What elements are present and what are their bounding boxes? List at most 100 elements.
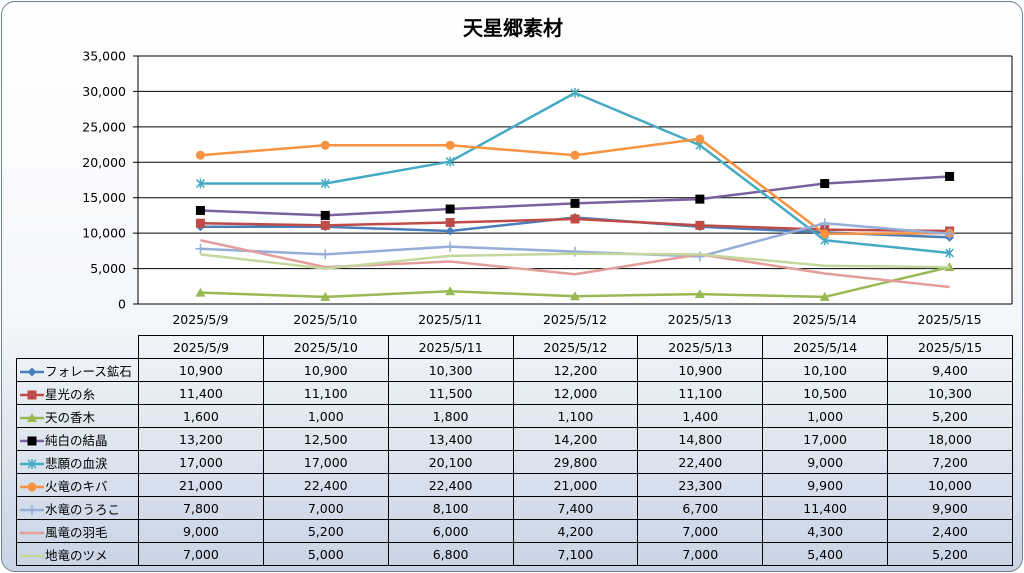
table-value-cell: 9,000 <box>762 450 889 474</box>
table-value-cell: 10,900 <box>262 358 389 382</box>
legend-marker <box>27 390 37 400</box>
series-name-cell: 火竜のキバ <box>16 473 139 497</box>
series-name: 風竜の羽毛 <box>45 524 108 540</box>
series-line <box>200 239 950 289</box>
table-row: 地竜のツメ 7,000 5,000 6,800 7,100 7,000 5,400 5,200 <box>16 542 1013 566</box>
series-line <box>200 252 950 270</box>
table-value-cell: 10,500 <box>762 381 889 405</box>
data-point <box>320 249 331 260</box>
data-point <box>820 179 830 189</box>
table-value-cell: 7,100 <box>512 542 639 566</box>
table-value-cell: 23,300 <box>637 473 764 497</box>
series-name: 星光の糸 <box>45 386 96 402</box>
table-value-cell: 10,300 <box>387 358 514 382</box>
table-header-cell: 2025/5/12 <box>512 335 639 359</box>
table-header-cell: 2025/5/14 <box>762 335 889 359</box>
table-value-cell: 17,000 <box>262 450 389 474</box>
data-point <box>195 287 206 297</box>
table-value-cell: 22,400 <box>387 473 514 497</box>
legend-key <box>20 554 44 558</box>
series-name: 純白の結晶 <box>45 432 108 448</box>
legend-marker <box>27 459 37 469</box>
data-point <box>195 178 205 189</box>
table-value-cell: 1,100 <box>512 404 639 428</box>
data-point <box>945 171 955 181</box>
table-row: 純白の結晶 13,200 12,500 13,400 14,200 14,800 17,00… <box>16 427 1013 451</box>
table-value-cell: 6,700 <box>637 496 764 520</box>
data-point <box>195 218 205 228</box>
x-tick-label: 2025/5/10 <box>293 312 357 327</box>
series-純白の結晶 <box>195 171 955 220</box>
table-value-cell: 22,400 <box>262 473 389 497</box>
table-value-cell: 4,300 <box>762 519 889 543</box>
table-value-cell: 7,800 <box>138 496 264 520</box>
series-name: 水竜のうろこ <box>45 501 121 517</box>
legend-marker <box>27 436 37 446</box>
table-value-cell: 18,000 <box>887 427 1013 451</box>
table-value-cell: 5,400 <box>762 542 889 566</box>
table-value-cell: 13,200 <box>138 427 264 451</box>
table-value-cell: 5,200 <box>887 404 1013 428</box>
legend-key <box>20 482 44 492</box>
data-point <box>570 198 580 208</box>
table-value-cell: 4,200 <box>512 519 639 543</box>
table-value-cell: 1,600 <box>138 404 264 428</box>
series-name-cell: 地竜のツメ <box>16 542 139 566</box>
table-header-cell: 2025/5/15 <box>887 335 1013 359</box>
y-tick-label: 20,000 <box>82 155 126 170</box>
series-水竜のうろこ <box>195 218 955 262</box>
data-point <box>570 291 580 301</box>
table-value-cell: 10,900 <box>637 358 764 382</box>
table-value-cell: 7,000 <box>262 496 389 520</box>
series-name: フォレース鉱石 <box>45 363 132 379</box>
table-row: 火竜のキバ 21,000 22,400 22,400 21,000 23,300 9,900… <box>16 473 1013 497</box>
legend-marker <box>27 482 37 492</box>
x-tick-label: 2025/5/15 <box>918 312 982 327</box>
table-value-cell: 12,500 <box>262 427 389 451</box>
series-name-cell: 星光の糸 <box>16 381 139 405</box>
table-value-cell: 7,000 <box>637 542 764 566</box>
table-value-cell: 10,300 <box>887 381 1013 405</box>
line-chart: 0 5,000 10,000 15,000 20,000 25,000 30,000 35,0… <box>82 49 1013 327</box>
table-value-cell: 7,000 <box>637 519 764 543</box>
table-value-cell: 29,800 <box>512 450 639 474</box>
table-value-cell: 11,100 <box>637 381 764 405</box>
y-tick-label: 15,000 <box>82 190 126 205</box>
table-header-cell: 2025/5/9 <box>138 335 264 359</box>
table-value-cell: 21,000 <box>138 473 264 497</box>
series-name-cell: 純白の結晶 <box>16 427 139 451</box>
table-value-cell: 1,000 <box>762 404 889 428</box>
data-point <box>570 150 580 160</box>
x-tick-label: 2025/5/11 <box>418 312 482 327</box>
data-table: 2025/5/9 2025/5/10 2025/5/11 2025/5/12 2025/… <box>16 335 1013 566</box>
series-name: 火竜のキバ <box>45 478 108 494</box>
table-value-cell: 17,000 <box>138 450 264 474</box>
series-name: 天の香木 <box>45 409 96 425</box>
series-天の香木 <box>195 262 955 301</box>
data-point <box>445 226 455 236</box>
table-row: 水竜のうろこ 7,800 7,000 8,100 7,400 6,700 11,400 9,9… <box>16 496 1013 520</box>
y-tick-label: 30,000 <box>82 84 126 99</box>
data-point <box>695 220 705 230</box>
table-row: 悲願の血涙 17,000 17,000 20,100 29,800 22,400 9,000… <box>16 450 1013 474</box>
data-point <box>819 218 830 229</box>
data-point <box>445 218 455 228</box>
x-tick-label: 2025/5/14 <box>793 312 857 327</box>
data-point <box>820 229 830 239</box>
data-point <box>445 241 456 252</box>
table-value-cell: 9,000 <box>138 519 264 543</box>
table-value-cell: 22,400 <box>637 450 764 474</box>
data-point <box>570 87 580 98</box>
table-value-cell: 20,100 <box>387 450 514 474</box>
table-corner <box>17 336 139 359</box>
data-point <box>320 210 330 220</box>
data-point <box>195 150 205 160</box>
y-tick-label: 25,000 <box>82 119 126 134</box>
table-value-cell: 1,000 <box>262 404 389 428</box>
table-row: 星光の糸 11,400 11,100 11,500 12,000 11,100 10,500… <box>16 381 1013 405</box>
table-value-cell: 11,400 <box>138 381 264 405</box>
table-value-cell: 10,900 <box>138 358 264 382</box>
table-header-cell: 2025/5/11 <box>387 335 514 359</box>
data-point <box>445 286 456 296</box>
